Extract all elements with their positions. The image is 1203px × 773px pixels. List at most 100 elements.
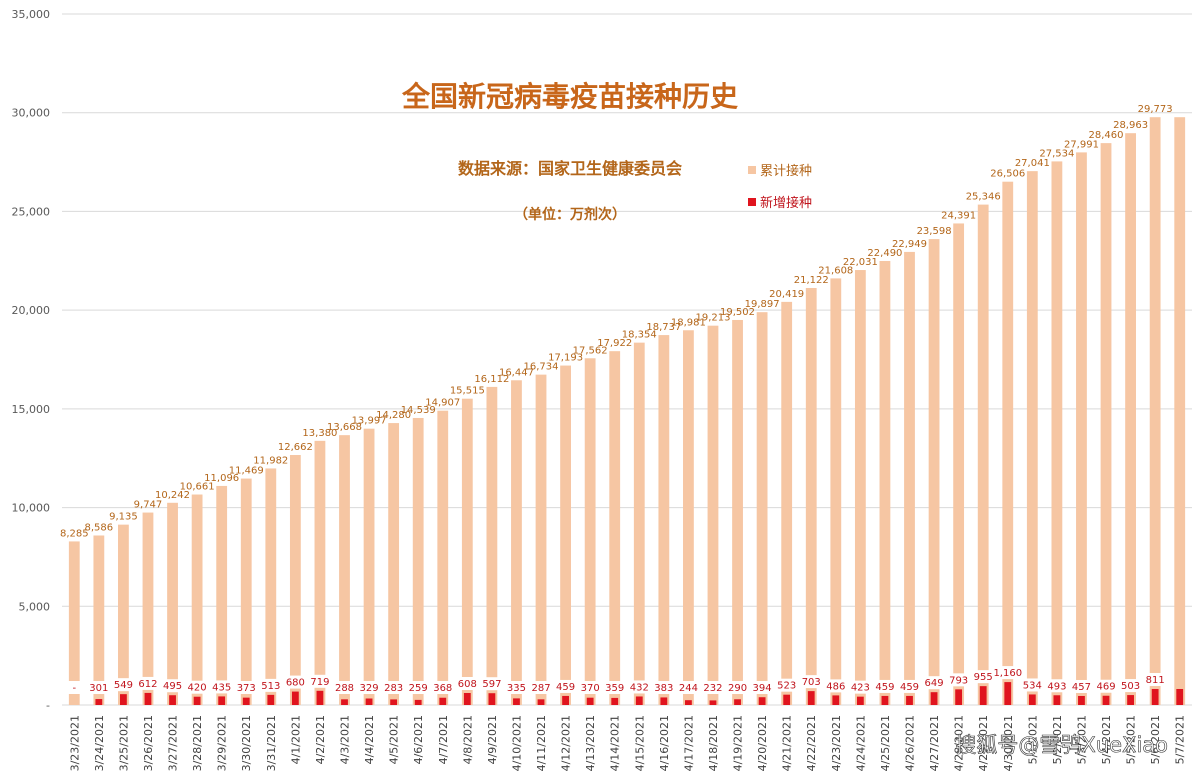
label-new-bg [970,670,997,684]
label-cumulative: 16,112 [474,374,509,385]
bar-new [856,696,864,705]
bar-new [660,697,668,705]
label-new: 955 [974,672,993,683]
bar-new [685,700,692,705]
bar-cumulative [363,428,375,705]
bar-new [463,692,471,705]
label-new: 612 [138,679,157,690]
label-new-bg [85,681,112,694]
bar-cumulative [93,535,105,705]
bar-new [341,699,348,705]
legend-swatch-new [748,198,756,206]
x-tick-label: 5/2/2021 [1051,715,1064,764]
bar-cumulative [1076,152,1087,705]
bar-new [513,698,520,705]
bar-cumulative [953,223,965,705]
bar-cumulative [216,485,228,705]
label-new-bg [503,681,530,694]
bar-new [955,689,963,705]
bar-cumulative [1002,181,1014,706]
label-cumulative: 28,963 [1113,120,1148,131]
label-cumulative: 14,539 [401,405,436,416]
label-new-bg [257,678,284,692]
x-tick-label: 5/5/2021 [1125,715,1138,764]
label-new-bg [994,666,1021,680]
x-tick-label: 3/27/2021 [167,715,180,771]
label-cumulative: 9,747 [134,500,163,511]
label-new-bg [184,680,211,694]
label-new: 680 [286,678,305,689]
x-tick-label: 4/2/2021 [314,715,327,764]
x-tick-label: 3/24/2021 [93,715,106,771]
label-new: 373 [237,683,256,694]
bar-new [414,699,422,705]
bar-new [169,695,176,705]
bar-cumulative [118,524,129,705]
label-new: 359 [605,683,624,694]
x-tick-label: 3/28/2021 [191,715,204,771]
label-new: 469 [1096,682,1115,693]
bar-cumulative [1026,171,1038,705]
bar-cumulative [1100,143,1112,705]
labels-new: - 301 549 612 495 420 435 373 513 680 719 288 329 283… [61,666,1169,694]
x-tick-label: 4/17/2021 [682,715,695,771]
bar-cumulative [756,312,768,705]
bar-new [144,692,152,705]
label-cumulative: 8,586 [85,522,114,533]
x-tick-label: 4/21/2021 [781,715,794,771]
bar-new [734,699,741,705]
bar-cumulative [240,478,252,705]
label-new-bg [233,681,260,694]
series-new [95,682,1184,705]
y-tick-label: 35,000 [12,8,51,21]
x-tick-label: 4/25/2021 [879,715,892,771]
label-new-bg [675,681,702,694]
label-new: 459 [556,682,575,693]
bar-cumulative [412,417,424,705]
x-tick-label: 4/16/2021 [658,715,671,771]
gridlines [62,13,1192,706]
x-tick-label: 4/28/2021 [953,715,966,771]
bar-cumulative [928,239,940,705]
label-new-bg [380,681,407,694]
label-cumulative: 21,122 [794,275,829,286]
label-cumulative: 29,773 [1138,104,1173,115]
label-new-bg [405,681,432,694]
bar-new [611,697,619,705]
bar-new [1004,682,1012,705]
label-new-bg [650,681,677,694]
bar-cumulative [142,512,154,705]
label-new: 287 [531,683,550,694]
label-new: 523 [777,681,796,692]
x-tick-label: 4/24/2021 [854,715,867,771]
bar-new [1053,695,1061,705]
y-tick-label: - [46,699,50,712]
x-tick-label: 4/10/2021 [510,715,523,771]
x-tick-label: 3/29/2021 [216,715,229,771]
label-cumulative: 10,242 [155,490,190,501]
label-new-bg [552,679,579,693]
label-cumulative: 16,447 [499,367,534,378]
label-new: 493 [1047,681,1066,692]
label-cumulative: 22,031 [843,257,878,268]
x-tick-label: 4/15/2021 [633,715,646,771]
watermark: 搜狐号@雪鸮XueXiao [955,733,1168,757]
bar-cumulative [314,440,326,705]
legend: 累计接种 新增接种 [748,163,812,211]
bar-new [242,697,250,705]
x-tick-label: 4/9/2021 [486,715,499,764]
label-new: 549 [114,680,133,691]
label-new: 432 [630,682,649,693]
bar-cumulative [339,435,350,705]
label-new: 703 [802,677,821,688]
label-new-bg [1019,678,1046,692]
y-tick-label: 15,000 [12,403,51,416]
x-tick-label: 4/26/2021 [904,715,917,771]
x-tick-label: 5/3/2021 [1075,715,1088,764]
label-new-bg [134,676,161,690]
label-new: 335 [507,683,526,694]
bar-new [979,686,987,705]
bar-new [1127,695,1134,705]
label-new: 459 [875,682,894,693]
x-tick-label: 4/29/2021 [977,715,990,771]
